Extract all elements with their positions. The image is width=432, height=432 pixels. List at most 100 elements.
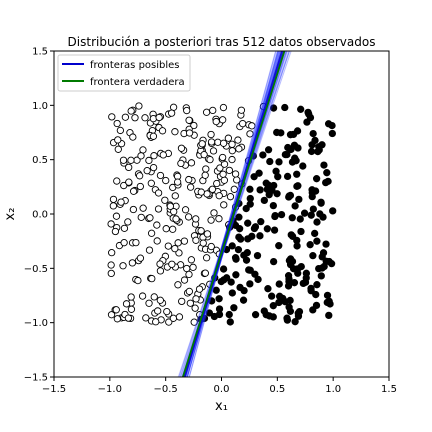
data-point-open bbox=[127, 156, 135, 164]
data-point-filled bbox=[318, 264, 326, 272]
data-point-filled bbox=[284, 282, 293, 290]
data-point-open bbox=[146, 214, 154, 222]
data-point-filled bbox=[251, 270, 259, 278]
y-tick-label: 1.0 bbox=[32, 101, 48, 112]
data-point-filled bbox=[311, 187, 320, 195]
data-point-open bbox=[186, 183, 195, 191]
data-point-filled bbox=[265, 312, 274, 320]
data-point-filled bbox=[220, 276, 228, 284]
data-point-filled bbox=[275, 280, 283, 288]
data-point-open bbox=[156, 260, 164, 268]
data-point-open bbox=[219, 170, 227, 178]
data-point-open bbox=[135, 102, 143, 110]
data-point-open bbox=[185, 175, 193, 184]
data-point-filled bbox=[235, 213, 243, 221]
data-point-filled bbox=[297, 227, 305, 236]
data-point-open bbox=[114, 145, 122, 153]
data-point-open bbox=[202, 254, 211, 262]
main-boundaries bbox=[182, 51, 286, 377]
data-point-open bbox=[113, 177, 121, 185]
data-point-filled bbox=[274, 173, 282, 181]
data-point-open bbox=[134, 276, 142, 285]
data-point-open bbox=[175, 313, 184, 321]
x-tick-label: 0.5 bbox=[269, 384, 285, 395]
data-point-open bbox=[145, 299, 153, 307]
data-point-open bbox=[128, 259, 137, 267]
data-point-open bbox=[148, 274, 156, 283]
legend-box bbox=[57, 54, 191, 92]
data-point-open bbox=[154, 205, 163, 213]
data-point-open bbox=[202, 108, 211, 116]
data-point-open bbox=[212, 117, 220, 126]
data-point-open bbox=[154, 307, 162, 315]
x-axis-ticks: −1.5 −1.0 −0.5 0.0 0.5 1.0 1.5 bbox=[42, 377, 397, 395]
data-point-filled bbox=[291, 154, 299, 162]
data-point-filled bbox=[325, 257, 333, 266]
data-point-filled bbox=[250, 173, 258, 181]
data-point-filled bbox=[244, 219, 252, 227]
data-point-open bbox=[209, 147, 218, 155]
data-point-open bbox=[177, 144, 186, 152]
data-point-open bbox=[190, 121, 198, 130]
data-point-filled bbox=[225, 310, 233, 319]
data-point-filled bbox=[309, 129, 317, 138]
data-point-filled bbox=[283, 150, 291, 159]
data-point-filled bbox=[215, 310, 224, 319]
possible-boundary-line bbox=[179, 51, 292, 377]
data-point-filled bbox=[312, 290, 320, 299]
data-point-open bbox=[107, 269, 115, 278]
data-point-open bbox=[202, 165, 210, 173]
data-point-open bbox=[235, 145, 243, 153]
data-point-open bbox=[143, 167, 151, 175]
data-point-filled bbox=[277, 129, 285, 137]
data-point-filled bbox=[313, 237, 321, 245]
data-point-open bbox=[153, 237, 161, 245]
data-point-open bbox=[139, 146, 147, 154]
data-point-open bbox=[158, 127, 167, 135]
y-tick-label: −0.5 bbox=[24, 264, 48, 275]
data-point-open bbox=[215, 215, 223, 223]
data-point-filled bbox=[257, 218, 265, 226]
data-point-filled bbox=[291, 202, 299, 210]
data-point-filled bbox=[288, 232, 297, 240]
data-point-filled bbox=[317, 198, 325, 206]
data-point-open bbox=[207, 130, 215, 139]
data-point-open bbox=[119, 156, 128, 164]
y-axis-ticks: −1.5 −1.0 −0.5 0.0 0.5 1.0 1.5 bbox=[24, 47, 54, 384]
data-point-open bbox=[180, 237, 189, 245]
data-point-open bbox=[137, 152, 145, 160]
data-point-open bbox=[171, 128, 179, 136]
data-point-open bbox=[192, 215, 200, 223]
data-point-open bbox=[224, 134, 233, 142]
data-point-open bbox=[127, 305, 136, 313]
data-point-open bbox=[178, 297, 186, 306]
data-point-filled bbox=[212, 286, 220, 294]
data-point-filled bbox=[311, 229, 319, 238]
data-point-open bbox=[220, 201, 228, 209]
y-tick-label: −1.5 bbox=[24, 373, 48, 384]
data-point-open bbox=[132, 238, 140, 247]
data-point-open bbox=[135, 172, 144, 180]
data-point-filled bbox=[243, 249, 251, 257]
data-point-open bbox=[220, 176, 229, 184]
data-point-open bbox=[207, 138, 216, 146]
x-tick-label: −1.5 bbox=[42, 384, 66, 395]
data-point-open bbox=[171, 192, 179, 200]
data-point-open bbox=[111, 227, 120, 236]
data-point-filled bbox=[269, 201, 277, 210]
data-point-open bbox=[225, 166, 234, 175]
y-tick-label: 0.0 bbox=[32, 210, 48, 221]
data-point-open bbox=[125, 163, 133, 172]
data-point-open bbox=[129, 205, 138, 214]
data-point-filled bbox=[300, 209, 309, 217]
data-point-open bbox=[187, 256, 196, 264]
data-point-open bbox=[161, 196, 169, 204]
data-point-open bbox=[197, 227, 205, 235]
data-point-filled bbox=[326, 300, 334, 308]
data-point-filled bbox=[286, 131, 295, 139]
data-point-filled bbox=[309, 306, 317, 314]
data-point-filled bbox=[294, 312, 303, 320]
data-point-open bbox=[129, 187, 138, 195]
data-point-open bbox=[201, 171, 209, 179]
data-point-filled bbox=[266, 157, 274, 166]
